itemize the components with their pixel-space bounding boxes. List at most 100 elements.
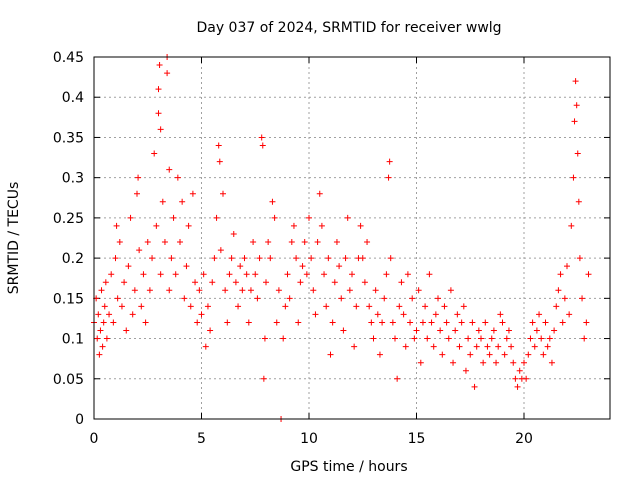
data-point	[353, 303, 360, 310]
grid	[94, 57, 610, 419]
data-point	[581, 335, 588, 342]
data-point	[482, 319, 489, 326]
data-point	[189, 190, 196, 197]
data-point	[181, 295, 188, 302]
x-tick-label: 0	[90, 431, 99, 447]
data-point	[177, 239, 183, 246]
data-point	[544, 343, 551, 350]
data-point	[250, 239, 257, 246]
data-point	[413, 327, 420, 334]
data-point	[404, 271, 411, 278]
data-point	[478, 335, 484, 342]
data-point	[346, 287, 353, 294]
data-point	[338, 295, 345, 302]
data-point	[265, 239, 272, 246]
x-axis-label: GPS time / hours	[290, 459, 407, 475]
data-point	[138, 303, 145, 310]
data-point	[430, 343, 437, 350]
data-point	[252, 271, 259, 278]
data-point	[527, 335, 534, 342]
data-point	[467, 351, 474, 358]
data-point	[392, 335, 398, 342]
data-point	[327, 351, 334, 358]
data-point	[424, 335, 431, 342]
data-point	[340, 327, 347, 334]
data-point	[174, 174, 181, 181]
data-point	[239, 287, 246, 294]
data-point	[157, 271, 164, 278]
data-point	[113, 222, 120, 229]
data-point	[100, 319, 107, 326]
data-point	[293, 255, 300, 262]
data-point	[351, 343, 358, 350]
data-point	[465, 335, 472, 342]
data-point	[267, 255, 274, 262]
data-point	[400, 311, 407, 318]
data-point	[471, 383, 478, 390]
data-point	[402, 343, 409, 350]
data-point	[460, 303, 467, 310]
data-point	[323, 303, 330, 310]
data-point	[230, 230, 237, 237]
data-point	[553, 303, 560, 310]
data-point	[573, 102, 580, 109]
chart-title: Day 037 of 2024, SRMTID for receiver wwl…	[196, 20, 501, 36]
data-point	[102, 279, 109, 286]
data-point	[156, 62, 163, 69]
data-point	[157, 126, 164, 133]
data-point	[510, 359, 517, 366]
data-point	[168, 255, 175, 262]
data-point	[571, 118, 578, 125]
data-point	[215, 142, 222, 149]
data-point	[454, 311, 461, 318]
data-point	[499, 319, 506, 326]
data-point	[521, 359, 527, 366]
data-point	[256, 255, 263, 262]
y-tick-label: 0	[75, 412, 84, 428]
data-point	[331, 279, 338, 286]
data-point	[475, 327, 482, 334]
data-point	[95, 311, 102, 318]
data-point	[96, 351, 103, 358]
data-point	[166, 287, 173, 294]
data-point	[484, 343, 491, 350]
data-point	[314, 239, 321, 246]
data-point	[222, 287, 229, 294]
data-point	[94, 335, 101, 342]
data-point	[426, 271, 433, 278]
data-point	[437, 327, 444, 334]
data-point	[495, 343, 502, 350]
data-point	[166, 166, 173, 173]
data-point	[217, 247, 224, 254]
data-point	[344, 214, 351, 221]
data-point	[99, 343, 106, 350]
data-point	[170, 214, 177, 221]
data-point	[575, 198, 582, 205]
data-point	[228, 255, 235, 262]
data-point	[368, 319, 375, 326]
data-point	[372, 287, 379, 294]
data-point	[555, 287, 562, 294]
data-point	[364, 239, 371, 246]
data-point	[114, 295, 121, 302]
data-point	[254, 295, 261, 302]
data-point	[232, 279, 239, 286]
data-point	[546, 335, 553, 342]
data-point	[379, 319, 386, 326]
data-point	[386, 158, 393, 165]
data-point	[123, 327, 130, 334]
data-point	[514, 383, 521, 390]
data-point	[284, 271, 291, 278]
data-point	[198, 311, 205, 318]
data-point	[153, 222, 160, 229]
data-point	[226, 271, 233, 278]
data-point	[172, 271, 179, 278]
data-point	[129, 311, 136, 318]
data-point	[359, 255, 366, 262]
data-point	[385, 174, 392, 181]
data-point	[473, 343, 480, 350]
data-point	[273, 319, 280, 326]
data-point	[237, 263, 244, 270]
data-point	[480, 359, 487, 366]
